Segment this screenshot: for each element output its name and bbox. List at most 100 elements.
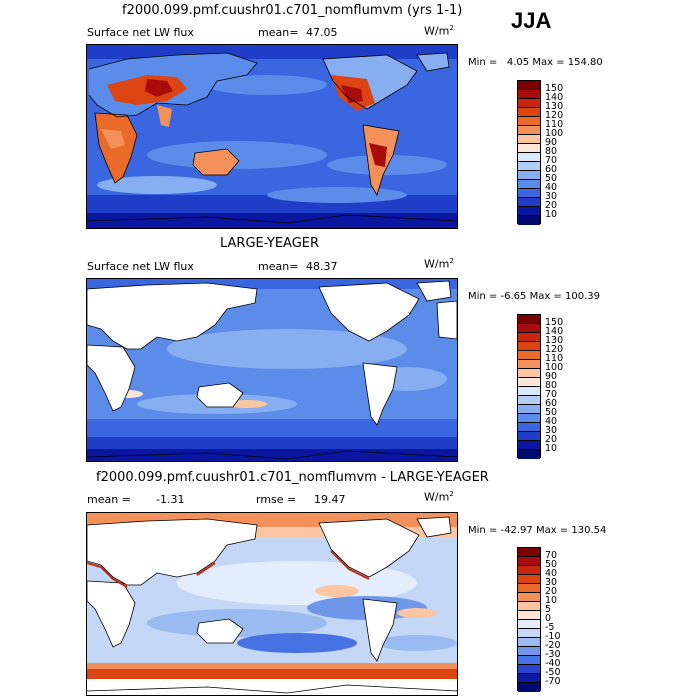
colorbar-label: 30 [545, 191, 558, 202]
colorbar-swatch [518, 665, 540, 674]
colorbar-swatch [518, 405, 540, 414]
colorbar-label: -70 [545, 676, 561, 687]
colorbar-label: 110 [545, 353, 564, 364]
colorbar-label: 70 [545, 389, 558, 400]
panel3-rmse-label: rmse = [256, 493, 297, 506]
colorbar-label: 120 [545, 344, 564, 355]
colorbar-swatch [518, 548, 540, 557]
colorbar-swatch [518, 378, 540, 387]
panel1-title: f2000.099.pmf.cuushr01.c701_nomflumvm (y… [122, 3, 463, 18]
colorbar-swatch [518, 351, 540, 360]
colorbar-swatch [518, 198, 540, 207]
colorbar-swatch [518, 333, 540, 342]
colorbar-label: 20 [545, 586, 558, 597]
colorbar-swatch [518, 602, 540, 611]
colorbar-label: 40 [545, 416, 558, 427]
colorbar-swatch [518, 117, 540, 126]
panel3-units: W/m2 [424, 490, 454, 504]
colorbar-swatch [518, 216, 540, 225]
panel1-minmax: Min = 4.05 Max = 154.80 [468, 57, 603, 68]
colorbar-label: 80 [545, 380, 558, 391]
colorbar-swatch [518, 557, 540, 566]
colorbar-swatch [518, 162, 540, 171]
colorbar-label: -30 [545, 649, 561, 660]
colorbar-swatch [518, 342, 540, 351]
colorbar-label: 50 [545, 173, 558, 184]
colorbar-label: 40 [545, 568, 558, 579]
colorbar-swatch [518, 360, 540, 369]
panel3-map [86, 512, 458, 696]
colorbar-label: 150 [545, 317, 564, 328]
panel1-mean-label: mean= [258, 26, 299, 39]
panel1-field-label: Surface net LW flux [87, 26, 194, 39]
colorbar-label: 100 [545, 128, 564, 139]
panel2-mean-value: 48.37 [306, 260, 338, 273]
colorbar-swatch [518, 90, 540, 99]
colorbar-label: 20 [545, 200, 558, 211]
colorbar-label: 0 [545, 613, 552, 624]
colorbar-label: 120 [545, 110, 564, 121]
colorbar-swatch [518, 575, 540, 584]
colorbar-swatch [518, 629, 540, 638]
colorbar-label: 90 [545, 371, 558, 382]
colorbar-swatch [518, 126, 540, 135]
panel1-units: W/m2 [424, 24, 454, 38]
colorbar-label: 70 [545, 155, 558, 166]
colorbar-label: 90 [545, 137, 558, 148]
colorbar-swatch [518, 584, 540, 593]
colorbar-label: 140 [545, 326, 564, 337]
colorbar-label: 30 [545, 425, 558, 436]
colorbar-swatch [518, 611, 540, 620]
colorbar-swatch [518, 656, 540, 665]
colorbar-swatch [518, 423, 540, 432]
panel3-mean-value: -1.31 [156, 493, 185, 506]
colorbar-label: 130 [545, 101, 564, 112]
panel1-map [86, 44, 458, 229]
colorbar-label: 5 [545, 604, 552, 615]
colorbar-swatch [518, 324, 540, 333]
colorbar-label: -50 [545, 667, 561, 678]
colorbar-swatch [518, 674, 540, 683]
colorbar-label: 50 [545, 559, 558, 570]
colorbar-swatch [518, 153, 540, 162]
colorbar-label: 140 [545, 92, 564, 103]
colorbar-swatch [518, 432, 540, 441]
panel1-mean-value: 47.05 [306, 26, 338, 39]
panel3-title: f2000.099.pmf.cuushr01.c701_nomflumvm - … [96, 470, 489, 485]
colorbar-swatch [518, 414, 540, 423]
colorbar-label: 130 [545, 335, 564, 346]
panel2-mean-label: mean= [258, 260, 299, 273]
colorbar-label: 110 [545, 119, 564, 130]
colorbar-swatch [518, 369, 540, 378]
colorbar-swatch [518, 171, 540, 180]
colorbar-label: 10 [545, 595, 558, 606]
colorbar-label: 10 [545, 443, 558, 454]
colorbar-label: 70 [545, 550, 558, 561]
colorbar-swatch [518, 108, 540, 117]
colorbar-swatch [518, 450, 540, 459]
colorbar-swatch [518, 180, 540, 189]
colorbar-swatch [518, 387, 540, 396]
colorbar-label: 40 [545, 182, 558, 193]
panel2-field-label: Surface net LW flux [87, 260, 194, 273]
panel3-mean-label: mean = [87, 493, 131, 506]
colorbar-swatch [518, 593, 540, 602]
colorbar-label: 10 [545, 209, 558, 220]
colorbar-label: 60 [545, 164, 558, 175]
panel2-title: LARGE-YEAGER [220, 236, 320, 251]
colorbar-label: -40 [545, 658, 561, 669]
colorbar-swatch [518, 315, 540, 324]
colorbar-label: 100 [545, 362, 564, 373]
colorbar-label: 80 [545, 146, 558, 157]
colorbar-swatch [518, 683, 540, 692]
colorbar-swatch [518, 135, 540, 144]
colorbar-label: 30 [545, 577, 558, 588]
colorbar-label: 50 [545, 407, 558, 418]
season-label: JJA [511, 8, 552, 33]
colorbar-swatch [518, 647, 540, 656]
colorbar-swatch [518, 144, 540, 153]
colorbar-swatch [518, 620, 540, 629]
colorbar-label: 150 [545, 83, 564, 94]
colorbar-swatch [518, 189, 540, 198]
panel2-map [86, 278, 458, 462]
